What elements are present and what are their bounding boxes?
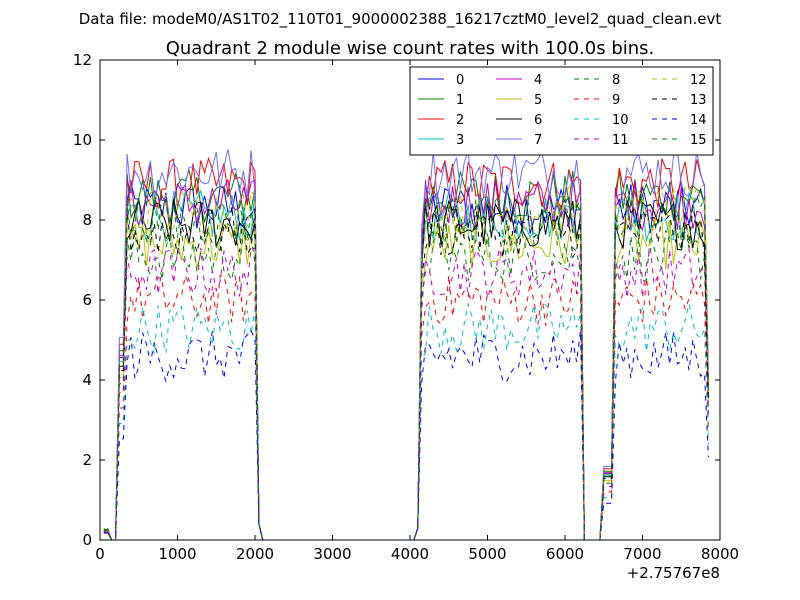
legend-label-8: 8 <box>612 73 620 88</box>
legend-box <box>409 66 714 156</box>
legend-label-12: 12 <box>690 73 707 88</box>
x-tick-label: 2000 <box>236 545 274 563</box>
axes-layer: 0 1000 2000 3000 4000 5000 6000 7000 80000246810… <box>73 51 739 563</box>
legend-label-15: 15 <box>690 133 707 148</box>
x-tick-label: 0 <box>95 545 105 563</box>
y-tick-label: 0 <box>82 531 92 549</box>
y-tick-label: 2 <box>82 451 92 469</box>
legend-label-1: 1 <box>456 93 464 108</box>
data-file-header: Data file: modeM0/AS1T02_110T01_90000023… <box>79 10 722 29</box>
x-tick-label: 1000 <box>158 545 196 563</box>
series-line-13 <box>103 205 709 541</box>
y-tick-label: 8 <box>82 211 92 229</box>
chart-title: Quadrant 2 module wise count rates with … <box>166 38 655 59</box>
y-tick-label: 10 <box>73 131 92 149</box>
x-tick-label: 3000 <box>313 545 351 563</box>
y-tick-label: 6 <box>82 291 92 309</box>
x-tick-label: 6000 <box>546 545 584 563</box>
legend-label-7: 7 <box>534 133 542 148</box>
series-line-11 <box>103 247 709 541</box>
legend-label-10: 10 <box>612 113 629 128</box>
y-tick-label: 4 <box>82 371 92 389</box>
legend-label-3: 3 <box>456 133 464 148</box>
legend-label-0: 0 <box>456 73 464 88</box>
x-tick-label: 7000 <box>623 545 661 563</box>
legend-label-6: 6 <box>534 113 542 128</box>
legend-label-11: 11 <box>612 133 629 148</box>
legend-label-2: 2 <box>456 113 464 128</box>
legend-label-13: 13 <box>690 93 707 108</box>
x-tick-label: 8000 <box>701 545 739 563</box>
legend-label-14: 14 <box>690 113 707 128</box>
x-tick-label: 4000 <box>391 545 429 563</box>
x-offset-label: +2.75767e8 <box>627 564 720 582</box>
x-tick-label: 5000 <box>468 545 506 563</box>
y-tick-label: 12 <box>73 51 92 69</box>
legend-label-5: 5 <box>534 93 542 108</box>
series-line-8 <box>103 230 709 541</box>
legend-label-4: 4 <box>534 73 542 88</box>
legend-label-9: 9 <box>612 93 620 108</box>
